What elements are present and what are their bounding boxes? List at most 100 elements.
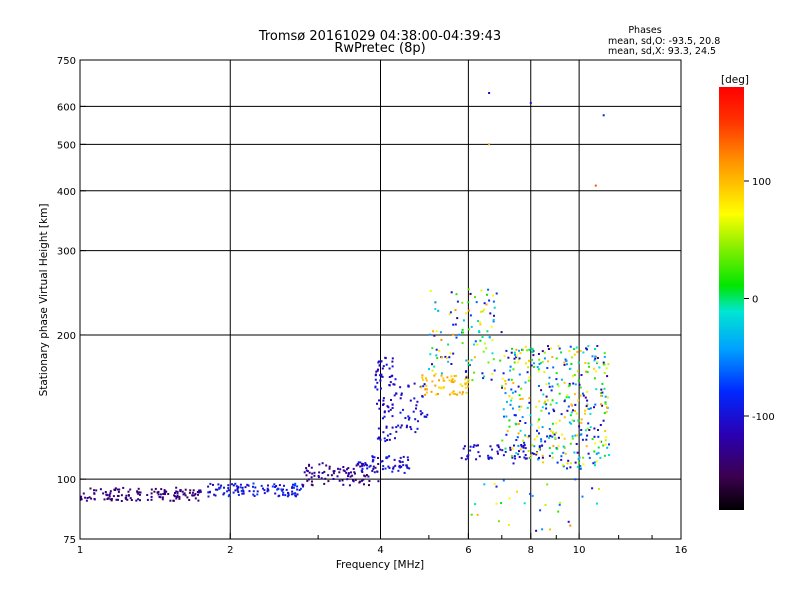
data-point — [371, 455, 374, 458]
data-point — [130, 499, 133, 501]
data-point — [313, 471, 316, 474]
data-point — [393, 383, 396, 386]
data-point — [86, 497, 89, 499]
data-point — [389, 433, 392, 435]
data-point — [377, 457, 379, 459]
data-point — [127, 494, 130, 497]
data-point — [524, 454, 527, 456]
data-point — [318, 463, 321, 466]
data-point — [242, 490, 245, 493]
data-point — [227, 489, 230, 492]
data-point — [513, 351, 516, 354]
data-point — [527, 436, 530, 439]
data-point — [218, 486, 221, 489]
data-point — [386, 434, 389, 437]
data-point — [503, 355, 506, 358]
data-point — [597, 446, 600, 449]
data-point — [518, 450, 520, 453]
data-point — [581, 495, 584, 498]
data-point — [79, 496, 82, 499]
data-point — [535, 405, 538, 408]
data-point — [582, 463, 585, 466]
data-point — [376, 402, 378, 405]
data-point — [184, 488, 187, 491]
data-point — [120, 494, 123, 497]
data-point — [567, 405, 570, 408]
data-point — [352, 467, 355, 470]
data-point — [515, 356, 518, 359]
data-point — [146, 498, 149, 501]
data-point — [103, 498, 106, 501]
data-point — [150, 492, 153, 495]
data-point — [511, 391, 514, 394]
data-point — [393, 394, 396, 397]
data-point — [548, 376, 551, 379]
data-point — [506, 400, 508, 403]
data-point — [518, 349, 520, 352]
data-point — [470, 325, 473, 328]
data-point — [523, 444, 526, 446]
data-point — [606, 446, 609, 449]
data-point — [501, 439, 504, 442]
data-point — [578, 383, 581, 386]
data-point — [600, 388, 603, 391]
data-point — [548, 385, 551, 388]
data-point — [519, 420, 522, 422]
data-point — [545, 383, 548, 386]
data-point — [400, 392, 403, 395]
data-point — [584, 362, 587, 364]
data-point — [594, 357, 597, 360]
data-point — [602, 363, 605, 366]
data-point — [339, 468, 342, 471]
data-point — [388, 367, 391, 370]
data-point — [499, 448, 502, 451]
y-tick-label: 400 — [57, 187, 76, 198]
data-point — [397, 424, 400, 427]
data-point — [467, 288, 470, 291]
data-point — [429, 333, 432, 336]
colorbar-tick-label: 0 — [752, 295, 758, 306]
data-point — [548, 412, 550, 415]
data-point — [182, 493, 185, 496]
data-point — [573, 419, 575, 422]
data-point — [84, 496, 87, 499]
data-point — [524, 345, 527, 348]
data-point — [499, 359, 502, 362]
data-point — [491, 339, 494, 342]
data-point — [604, 395, 607, 398]
data-point — [175, 497, 178, 500]
x-tick-label: 10 — [573, 545, 586, 556]
data-point — [523, 502, 526, 505]
data-point — [241, 489, 244, 492]
data-point — [582, 394, 585, 397]
data-point — [306, 470, 309, 473]
data-point — [492, 300, 495, 303]
data-point — [192, 489, 195, 492]
data-point — [93, 492, 96, 495]
data-point — [530, 454, 533, 457]
data-point — [529, 456, 532, 459]
data-point — [563, 416, 566, 419]
data-point — [504, 450, 507, 453]
data-point — [575, 346, 578, 349]
data-point — [580, 418, 583, 421]
data-point — [515, 452, 518, 455]
x-tick-label: 16 — [675, 545, 688, 556]
data-point — [109, 490, 112, 493]
data-point — [388, 384, 391, 386]
data-point — [336, 475, 339, 478]
data-point — [284, 494, 287, 497]
data-point — [576, 350, 579, 353]
data-point — [435, 354, 438, 357]
data-point — [575, 443, 578, 445]
data-point — [540, 409, 543, 412]
data-point — [390, 399, 392, 401]
data-point — [542, 393, 545, 396]
data-point — [127, 490, 130, 493]
data-point — [461, 328, 464, 331]
data-point — [512, 462, 515, 465]
data-point — [555, 431, 558, 434]
data-point — [537, 353, 540, 355]
data-point — [232, 484, 235, 487]
data-point — [421, 412, 424, 415]
